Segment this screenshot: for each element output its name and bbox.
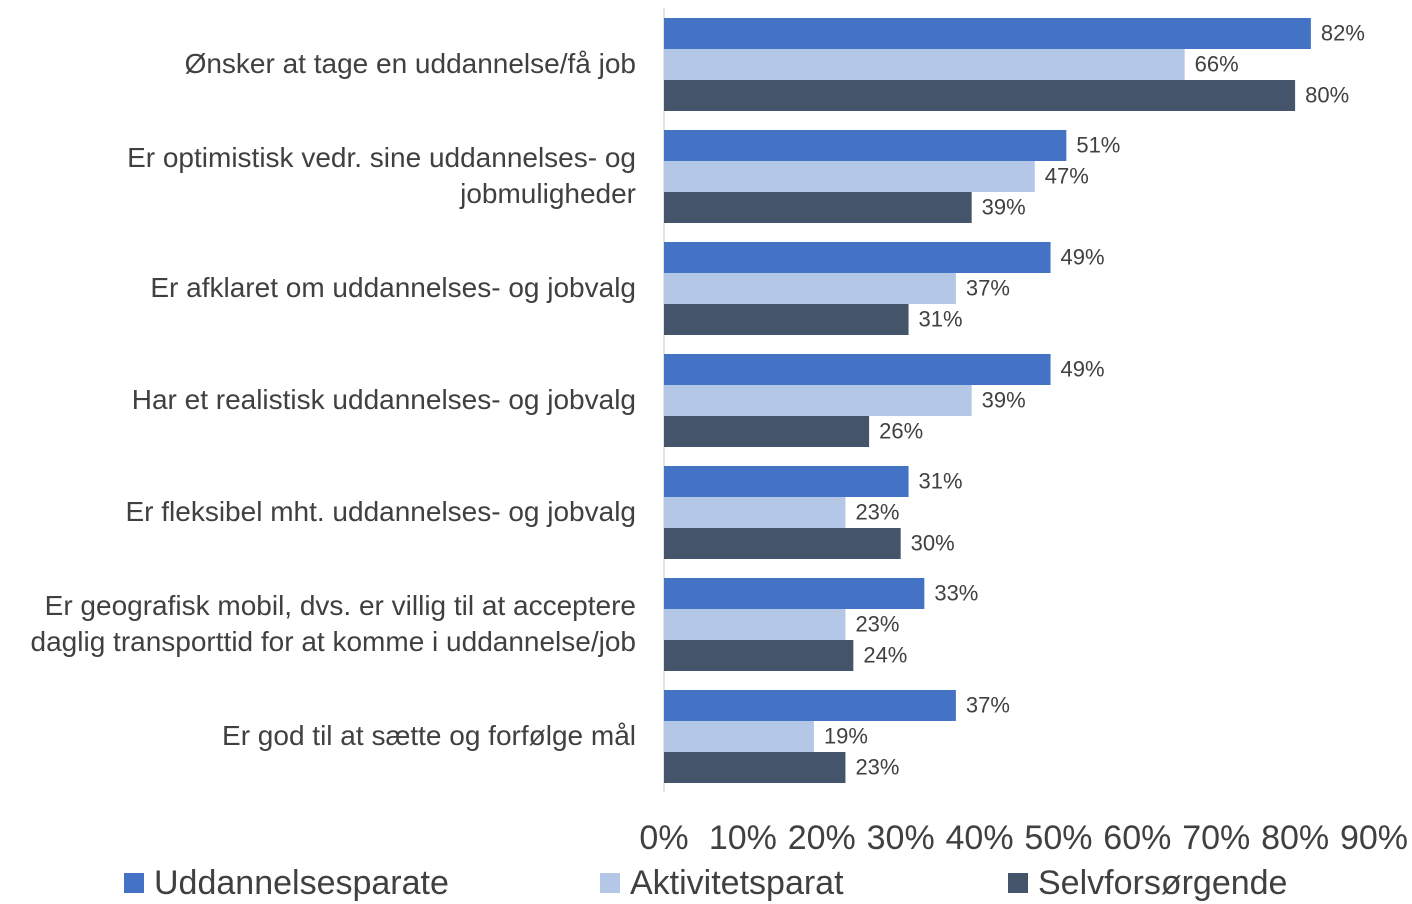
category-label: Ønsker at tage en uddannelse/få job xyxy=(184,48,636,79)
value-label: 23% xyxy=(855,611,899,636)
bar xyxy=(664,49,1185,80)
x-tick-label: 90% xyxy=(1340,819,1408,857)
bar xyxy=(664,752,846,783)
value-label: 24% xyxy=(863,642,907,667)
bar xyxy=(664,161,1035,192)
bar xyxy=(664,578,925,609)
x-tick-label: 70% xyxy=(1182,819,1250,857)
bar xyxy=(664,304,909,335)
value-label: 31% xyxy=(919,306,963,331)
x-tick-label: 40% xyxy=(946,819,1014,857)
x-tick-label: 20% xyxy=(788,819,856,857)
bar xyxy=(664,354,1051,385)
legend-label: Uddannelsesparate xyxy=(154,864,449,902)
value-label: 80% xyxy=(1305,82,1349,107)
x-tick-label: 10% xyxy=(709,819,777,857)
value-label: 51% xyxy=(1076,132,1120,157)
bar xyxy=(664,130,1067,161)
bar xyxy=(664,242,1051,273)
category-label: Er optimistisk vedr. sine uddannelses- o… xyxy=(127,142,636,209)
value-label: 47% xyxy=(1045,163,1089,188)
value-label: 23% xyxy=(855,499,899,524)
legend-label: Aktivitetsparat xyxy=(630,864,844,902)
category-label: Er afklaret om uddannelses- og jobvalg xyxy=(150,272,636,303)
value-label: 37% xyxy=(966,275,1010,300)
bar xyxy=(664,18,1311,49)
x-tick-label: 60% xyxy=(1103,819,1171,857)
bar xyxy=(664,690,956,721)
bar xyxy=(664,192,972,223)
category-label: Er god til at sætte og forfølge mål xyxy=(222,720,636,751)
bar xyxy=(664,609,846,640)
value-label: 19% xyxy=(824,723,868,748)
x-tick-label: 30% xyxy=(867,819,935,857)
bar xyxy=(664,416,870,447)
bar xyxy=(664,273,956,304)
bar xyxy=(664,528,901,559)
bar xyxy=(664,385,972,416)
value-label: 26% xyxy=(879,418,923,443)
bar xyxy=(664,640,854,671)
value-label: 39% xyxy=(982,194,1026,219)
value-label: 23% xyxy=(855,754,899,779)
value-label: 37% xyxy=(966,692,1010,717)
value-label: 33% xyxy=(934,580,978,605)
legend-label: Selvforsørgende xyxy=(1038,864,1287,902)
value-label: 30% xyxy=(911,530,955,555)
bar xyxy=(664,466,909,497)
bar xyxy=(664,497,846,528)
bar xyxy=(664,80,1296,111)
bar xyxy=(664,721,814,752)
value-label: 31% xyxy=(919,468,963,493)
x-tick-label: 80% xyxy=(1261,819,1329,857)
value-label: 39% xyxy=(982,387,1026,412)
value-label: 66% xyxy=(1195,51,1239,76)
value-label: 49% xyxy=(1061,356,1105,381)
category-label: Er fleksibel mht. uddannelses- og jobval… xyxy=(125,496,636,527)
value-label: 49% xyxy=(1061,244,1105,269)
x-tick-label: 0% xyxy=(639,819,688,857)
category-label: Er geografisk mobil, dvs. er villig til … xyxy=(30,590,636,657)
value-label: 82% xyxy=(1321,20,1365,45)
legend-swatch xyxy=(124,873,144,893)
category-label: Har et realistisk uddannelses- og jobval… xyxy=(131,384,636,415)
x-tick-label: 50% xyxy=(1024,819,1092,857)
legend-swatch xyxy=(600,873,620,893)
legend-swatch xyxy=(1008,873,1028,893)
